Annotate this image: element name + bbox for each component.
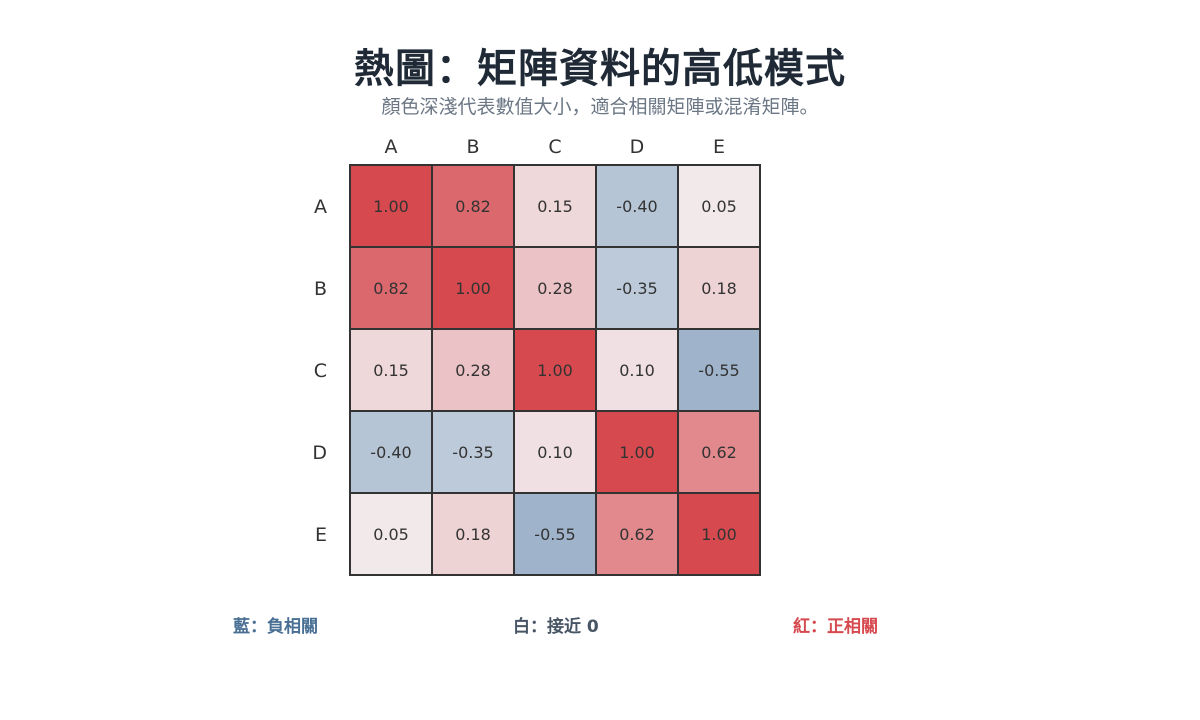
cell-value-label: 1.00 [455,279,491,298]
heatmap-cell [595,328,679,412]
y-tick-label: E [315,524,327,546]
cell-value-label: -0.55 [698,361,739,380]
heatmap-cell [595,410,679,494]
cell-value-label: 1.00 [537,361,573,380]
heatmap-cell [431,492,515,576]
heatmap-border [349,164,761,576]
heatmap-cell [513,246,597,330]
page-subtitle: 顏色深淺代表數值大小，適合相關矩陣或混淆矩陣。 [381,96,819,118]
x-tick-label: A [385,136,398,158]
cell-value-label: 0.15 [373,361,409,380]
x-tick-label: C [548,136,561,158]
y-tick-label: C [314,360,327,382]
heatmap-cell [349,410,433,494]
cell-value-label: 0.05 [701,197,737,216]
legend-negative: 藍：負相關 [233,617,318,637]
cell-value-label: 0.28 [537,279,573,298]
heatmap-cell [677,246,761,330]
cell-value-label: -0.40 [370,443,411,462]
y-tick-label: D [312,442,327,464]
heatmap-cell [513,492,597,576]
heatmap-cell [431,328,515,412]
cell-value-label: 0.62 [701,443,737,462]
heatmap-cell [513,410,597,494]
cell-value-label: 0.15 [537,197,573,216]
cell-value-label: 0.28 [455,361,491,380]
legend-zero: 白：接近 0 [513,617,599,637]
cell-value-label: 0.18 [701,279,737,298]
heatmap-cell [431,410,515,494]
cell-value-label: -0.55 [534,525,575,544]
legend-positive: 紅：正相關 [793,617,878,637]
x-tick-label: B [466,136,479,158]
page-title: 熱圖：矩陣資料的高低模式 [354,46,846,92]
cell-value-label: 0.10 [619,361,655,380]
cell-value-label: 0.05 [373,525,409,544]
cell-value-label: -0.40 [616,197,657,216]
cell-value-label: -0.35 [452,443,493,462]
cell-value-label: 0.82 [455,197,491,216]
cell-value-label: 0.18 [455,525,491,544]
cell-value-label: 1.00 [373,197,409,216]
heatmap-cell [677,410,761,494]
cell-value-label: 1.00 [701,525,737,544]
x-tick-label: E [713,136,725,158]
cell-value-label: 0.10 [537,443,573,462]
y-tick-label: A [314,196,327,218]
cell-value-label: 0.82 [373,279,409,298]
heatmap-cell [677,492,761,576]
cell-value-label: 1.00 [619,443,655,462]
y-tick-label: B [314,278,327,300]
cell-value-label: -0.35 [616,279,657,298]
x-tick-label: D [630,136,645,158]
heatmap-cell [349,164,433,248]
heatmap-cell [595,246,679,330]
cell-value-label: 0.62 [619,525,655,544]
